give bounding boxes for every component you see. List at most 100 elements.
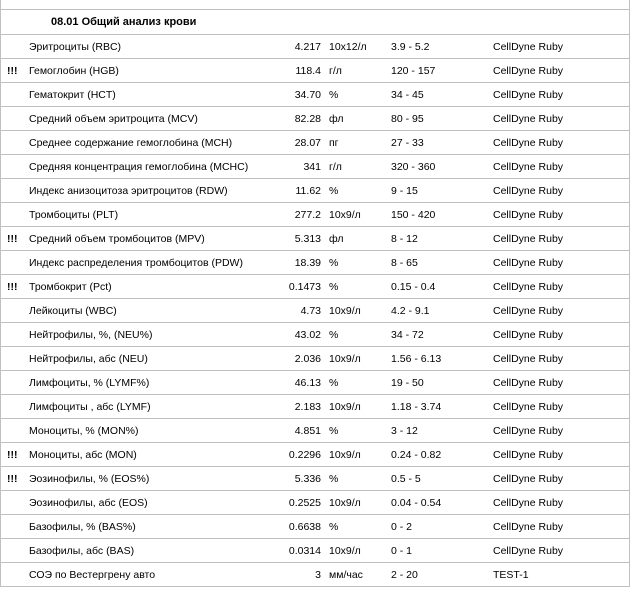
analyzer-device: CellDyne Ruby [491,181,629,201]
analyzer-device: CellDyne Ruby [491,301,629,321]
analyzer-device: CellDyne Ruby [491,517,629,537]
reference-range: 320 - 360 [389,157,491,177]
test-name: Базофилы, % (BAS%) [25,517,263,537]
test-value: 5.336 [263,469,327,489]
test-value: 46.13 [263,373,327,393]
test-name: Эозинофилы, % (EOS%) [25,469,263,489]
test-unit: % [327,181,389,201]
test-unit: % [327,517,389,537]
test-name: Средняя концентрация гемоглобина (MCHC) [25,157,263,177]
test-unit: % [327,253,389,273]
table-row: Лимфоциты, % (LYMF%)46.13%19 - 50CellDyn… [1,371,629,395]
reference-range: 1.56 - 6.13 [389,349,491,369]
table-row: Эритроциты (RBC)4.21710x12/л3.9 - 5.2Cel… [1,35,629,59]
test-name: Базофилы, абс (BAS) [25,541,263,561]
test-value: 0.1473 [263,277,327,297]
test-value: 3 [263,565,327,585]
test-name: Индекс распределения тромбоцитов (PDW) [25,253,263,273]
reference-range: 9 - 15 [389,181,491,201]
test-value: 43.02 [263,325,327,345]
test-unit: 10x12/л [327,37,389,57]
test-name: Тромбоциты (PLT) [25,205,263,225]
table-row: Тромбоциты (PLT)277.210x9/л150 - 420Cell… [1,203,629,227]
abnormal-flag: !!! [1,281,25,293]
test-value: 277.2 [263,205,327,225]
test-value: 34.70 [263,85,327,105]
test-value: 341 [263,157,327,177]
table-row: Индекс распределения тромбоцитов (PDW)18… [1,251,629,275]
reference-range: 8 - 12 [389,229,491,249]
table-row: Моноциты, % (MON%)4.851%3 - 12CellDyne R… [1,419,629,443]
test-name: Гемоглобин (HGB) [25,61,263,81]
test-name: СОЭ по Вестергрену авто [25,565,263,585]
analyzer-device: CellDyne Ruby [491,205,629,225]
reference-range: 0 - 2 [389,517,491,537]
reference-range: 80 - 95 [389,109,491,129]
test-unit: % [327,325,389,345]
analyzer-device: CellDyne Ruby [491,445,629,465]
reference-range: 34 - 45 [389,85,491,105]
test-unit: г/л [327,157,389,177]
analyzer-device: CellDyne Ruby [491,493,629,513]
test-name: Среднее содержание гемоглобина (MCH) [25,133,263,153]
table-row: Лейкоциты (WBC)4.7310x9/л4.2 - 9.1CellDy… [1,299,629,323]
test-unit: 10x9/л [327,349,389,369]
test-name: Нейтрофилы, абс (NEU) [25,349,263,369]
test-name: Средний объем эритроцита (MCV) [25,109,263,129]
section-title: 08.01 Общий анализ крови [51,16,196,28]
analyzer-device: CellDyne Ruby [491,157,629,177]
test-unit: фл [327,229,389,249]
test-unit: % [327,469,389,489]
test-unit: 10x9/л [327,205,389,225]
lab-results-table: 08.01 Общий анализ крови Эритроциты (RBC… [0,0,630,587]
analyzer-device: CellDyne Ruby [491,469,629,489]
test-name: Индекс анизоцитоза эритроцитов (RDW) [25,181,263,201]
reference-range: 0.24 - 0.82 [389,445,491,465]
table-row: Лимфоциты , абс (LYMF)2.18310x9/л1.18 - … [1,395,629,419]
reference-range: 0 - 1 [389,541,491,561]
test-name: Моноциты, абс (MON) [25,445,263,465]
test-name: Лимфоциты, % (LYMF%) [25,373,263,393]
reference-range: 8 - 65 [389,253,491,273]
test-value: 18.39 [263,253,327,273]
table-row: Средний объем эритроцита (MCV)82.28фл80 … [1,107,629,131]
table-row: Среднее содержание гемоглобина (MCH)28.0… [1,131,629,155]
abnormal-flag: !!! [1,65,25,77]
test-unit: пг [327,133,389,153]
analyzer-device: CellDyne Ruby [491,133,629,153]
rows-container: Эритроциты (RBC)4.21710x12/л3.9 - 5.2Cel… [1,35,629,587]
table-row: Индекс анизоцитоза эритроцитов (RDW)11.6… [1,179,629,203]
test-unit: 10x9/л [327,397,389,417]
analyzer-device: CellDyne Ruby [491,37,629,57]
analyzer-device: CellDyne Ruby [491,109,629,129]
table-row: Нейтрофилы, абс (NEU)2.03610x9/л1.56 - 6… [1,347,629,371]
test-value: 82.28 [263,109,327,129]
reference-range: 150 - 420 [389,205,491,225]
test-name: Гематокрит (HCT) [25,85,263,105]
analyzer-device: TEST-1 [491,565,629,585]
test-name: Эритроциты (RBC) [25,37,263,57]
analyzer-device: CellDyne Ruby [491,277,629,297]
reference-range: 0.15 - 0.4 [389,277,491,297]
test-name: Лейкоциты (WBC) [25,301,263,321]
reference-range: 0.5 - 5 [389,469,491,489]
table-row: !!!Эозинофилы, % (EOS%)5.336%0.5 - 5Cell… [1,467,629,491]
analyzer-device: CellDyne Ruby [491,85,629,105]
test-unit: % [327,85,389,105]
abnormal-flag: !!! [1,473,25,485]
reference-range: 120 - 157 [389,61,491,81]
test-value: 0.2296 [263,445,327,465]
reference-range: 4.2 - 9.1 [389,301,491,321]
test-unit: 10x9/л [327,493,389,513]
table-row: !!!Гемоглобин (HGB)118.4г/л120 - 157Cell… [1,59,629,83]
test-name: Лимфоциты , абс (LYMF) [25,397,263,417]
analyzer-device: CellDyne Ruby [491,253,629,273]
analyzer-device: CellDyne Ruby [491,61,629,81]
analyzer-device: CellDyne Ruby [491,541,629,561]
test-unit: 10x9/л [327,445,389,465]
section-header: 08.01 Общий анализ крови [1,10,629,35]
test-name: Средний объем тромбоцитов (MPV) [25,229,263,249]
table-row: !!!Средний объем тромбоцитов (MPV)5.313ф… [1,227,629,251]
abnormal-flag: !!! [1,233,25,245]
test-name: Эозинофилы, абс (EOS) [25,493,263,513]
